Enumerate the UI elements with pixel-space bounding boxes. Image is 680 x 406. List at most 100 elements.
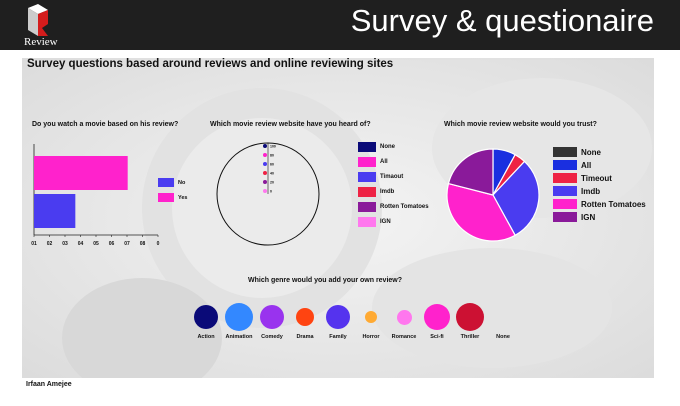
radar-chart: 100 80 60 40 20 0 — [216, 142, 320, 246]
radar-legend-swatch — [358, 187, 376, 197]
pie-legend-item: Rotten Tomatoes — [553, 199, 646, 209]
radar-ring-label: 40 — [270, 172, 274, 176]
radar-legend-swatch — [358, 172, 376, 182]
pie-legend-item: IGN — [553, 212, 646, 222]
radar-legend-label: All — [380, 159, 388, 165]
bar-no — [34, 194, 76, 228]
pie-legend-item: None — [553, 147, 646, 157]
radar-point — [263, 153, 267, 157]
genre-drama: Drama — [287, 303, 323, 345]
pie-legend-label: Timeout — [581, 173, 612, 183]
pie-slice-ign — [447, 148, 494, 196]
radar-point — [263, 189, 267, 193]
bar-legend-item: Yes — [158, 193, 187, 202]
logo-text: Review — [24, 36, 58, 48]
pie-legend-label: Imdb — [581, 186, 601, 196]
genre-label: Romance — [391, 334, 417, 340]
bar-tick-label: 02 — [47, 241, 53, 247]
page-title: Survey & questionaire — [350, 3, 654, 38]
radar-legend-label: IGN — [380, 219, 391, 225]
pie-legend-swatch — [553, 199, 577, 209]
pie-legend-swatch — [553, 147, 577, 157]
radar-legend-item: All — [358, 157, 429, 167]
radar-chart-legend: None All Timaout Imdb Rotten Tomatoes IGN — [358, 142, 429, 232]
bar-chart-question: Do you watch a movie based on his review… — [32, 121, 179, 128]
genre-bubble — [326, 305, 350, 329]
radar-legend-label: Rotten Tomatoes — [380, 204, 429, 210]
genre-bubble — [225, 303, 253, 331]
pie-legend-swatch — [553, 160, 577, 170]
radar-ring-label: 20 — [270, 181, 274, 185]
genre-question: Which genre would you add your own revie… — [248, 277, 403, 284]
radar-legend-label: Timaout — [380, 174, 404, 180]
radar-legend-item: None — [358, 142, 429, 152]
pie-legend-swatch — [553, 212, 577, 222]
radar-legend-item: Timaout — [358, 172, 429, 182]
genre-horror: Horror — [353, 303, 389, 345]
genre-label: Comedy — [261, 334, 283, 340]
pie-legend-item: Timeout — [553, 173, 646, 183]
bar-chart: 01 02 03 04 05 06 07 08 0 — [31, 144, 160, 247]
genre-action: Action — [188, 303, 224, 345]
genre-bubble — [396, 309, 412, 325]
bar-tick-label: 01 — [31, 241, 37, 247]
radar-legend-swatch — [358, 157, 376, 167]
radar-ring-label: 60 — [270, 163, 274, 167]
background-photo — [22, 58, 654, 378]
pie-legend-label: All — [581, 160, 592, 170]
bar-legend-swatch — [158, 193, 174, 202]
pie-legend-swatch — [553, 173, 577, 183]
genre-bubble — [424, 304, 450, 330]
author-name: Irfaan Amejee — [26, 381, 72, 388]
pie-chart-legend: None All Timeout Imdb Rotten Tomatoes IGN — [553, 147, 646, 225]
radar-legend-swatch — [358, 217, 376, 227]
genre-label: Thriller — [460, 334, 480, 340]
radar-legend-item: Imdb — [358, 187, 429, 197]
radar-ring-label: 100 — [270, 145, 276, 149]
genre-label: Action — [197, 334, 215, 340]
bar-tick-label: 07 — [124, 241, 130, 247]
pie-chart-question: Which movie review website would you tru… — [444, 121, 597, 128]
bar-tick-label: 05 — [93, 241, 99, 247]
genre-animation: Animation — [221, 303, 257, 345]
radar-legend-item: Rotten Tomatoes — [358, 202, 429, 212]
genre-label: Drama — [296, 334, 314, 340]
genre-thriller: Thriller — [452, 303, 488, 345]
genre-bubble — [296, 308, 314, 326]
bar-tick-label: 08 — [140, 241, 146, 247]
genre-label: Family — [329, 334, 347, 340]
genre-label: Sci-fi — [430, 334, 444, 340]
bar-chart-legend: No Yes — [158, 178, 187, 208]
genre-romance: Romance — [386, 303, 422, 345]
bar-legend-item: No — [158, 178, 187, 187]
bar-legend-label: Yes — [178, 194, 188, 201]
radar-legend-swatch — [358, 202, 376, 212]
radar-ring-label: 80 — [270, 154, 274, 158]
pie-legend-label: IGN — [581, 212, 596, 222]
pie-legend-label: None — [581, 147, 601, 157]
bar-tick-label: 03 — [62, 241, 68, 247]
genre-bubble-row: Action Animation Comedy Drama Family Horror Ro… — [188, 303, 510, 345]
bar-yes — [34, 156, 128, 190]
radar-legend-swatch — [358, 142, 376, 152]
bar-legend-swatch — [158, 178, 174, 187]
genre-label: Horror — [362, 334, 380, 340]
survey-subtitle: Survey questions based around reviews an… — [27, 58, 394, 70]
radar-legend-item: IGN — [358, 217, 429, 227]
bar-tick-label: 0 — [157, 241, 160, 247]
review-logo-icon — [28, 4, 48, 36]
pie-slice-rotten-tomatoes — [446, 182, 516, 242]
genre-bubble — [260, 305, 284, 329]
genre-bubble — [365, 311, 377, 323]
radar-legend-label: Imdb — [380, 189, 395, 195]
radar-point — [263, 162, 267, 166]
pie-slice-imdb — [492, 160, 540, 237]
radar-point — [263, 171, 267, 175]
radar-point — [263, 180, 267, 184]
pie-legend-label: Rotten Tomatoes — [581, 199, 646, 209]
header-bar: Review Survey & questionaire — [0, 0, 680, 50]
genre-sci-fi: Sci-fi — [419, 303, 455, 345]
bar-legend-label: No — [178, 179, 186, 186]
genre-label: None — [496, 334, 510, 340]
bar-tick-label: 04 — [78, 241, 84, 247]
